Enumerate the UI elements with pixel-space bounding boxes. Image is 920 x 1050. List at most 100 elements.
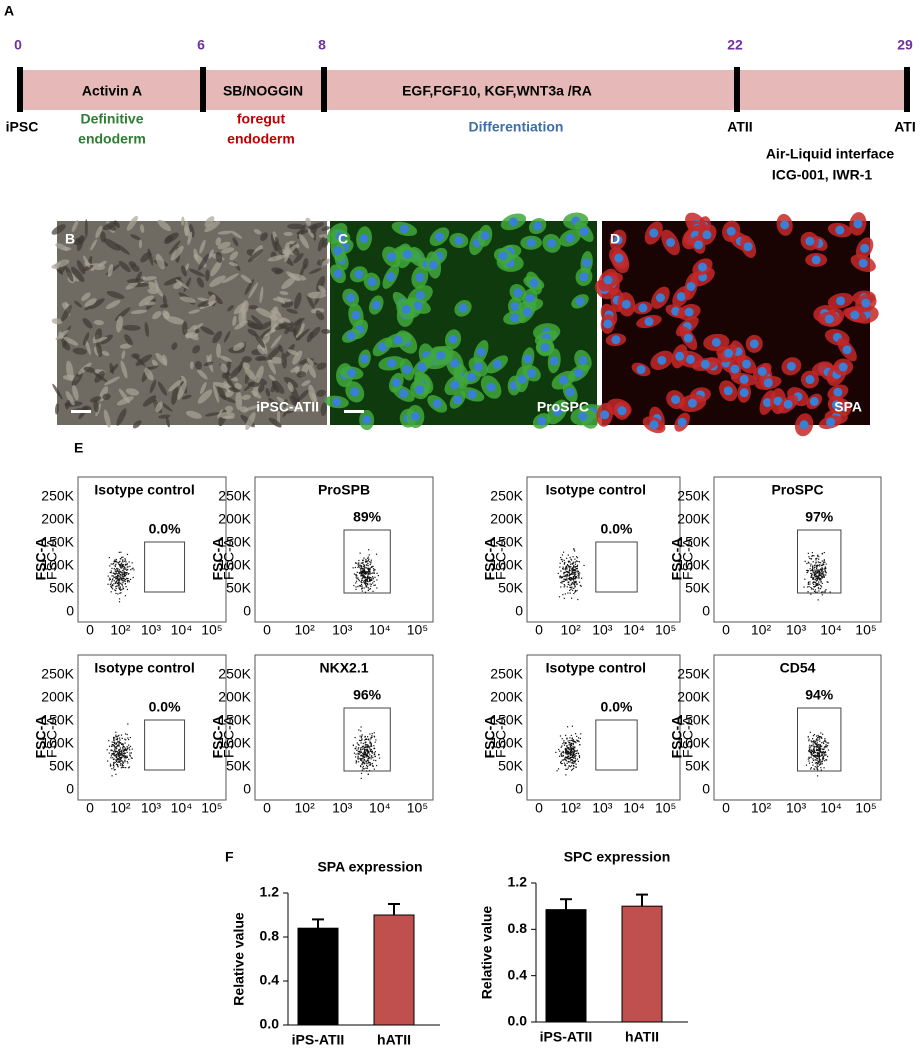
event [821, 576, 822, 577]
event [579, 561, 580, 562]
event [120, 572, 121, 573]
event [114, 580, 115, 581]
event [573, 548, 574, 549]
event [818, 590, 819, 591]
x-tick-label: 10⁴ [369, 622, 391, 638]
event [806, 570, 807, 571]
event [577, 561, 578, 562]
event [109, 579, 110, 580]
y-tick-label: 0.0 [260, 1016, 280, 1032]
event [107, 749, 108, 750]
event [364, 763, 365, 764]
event [367, 571, 368, 572]
nucleus [533, 222, 542, 231]
event [810, 565, 811, 566]
event [120, 589, 121, 590]
event [580, 585, 581, 586]
event [372, 576, 373, 577]
cell-label: ATII [727, 119, 752, 135]
event [119, 583, 120, 584]
nucleus [784, 400, 793, 409]
event [356, 750, 357, 751]
event [826, 746, 827, 747]
event [119, 761, 120, 762]
event [122, 767, 123, 768]
gate-percent: 97% [805, 509, 834, 525]
nucleus [362, 415, 371, 424]
event [357, 572, 358, 573]
event [581, 578, 582, 579]
event [122, 576, 123, 577]
x-tick-label: 10² [751, 622, 772, 638]
nucleus [740, 375, 749, 384]
x-tick-label: 0 [86, 622, 94, 638]
event [366, 572, 367, 573]
plot-frame [527, 477, 680, 622]
event [118, 571, 119, 572]
x-tick-label: 0 [535, 622, 543, 638]
event [363, 743, 364, 744]
event [355, 562, 356, 563]
nucleus [333, 269, 342, 278]
event [117, 575, 118, 576]
event [111, 563, 112, 564]
event [364, 750, 365, 751]
nucleus [541, 343, 550, 352]
event [372, 591, 373, 592]
y-tick-label: 250K [490, 666, 523, 682]
event [813, 743, 814, 744]
event [566, 558, 567, 559]
event [115, 571, 116, 572]
event [114, 758, 115, 759]
event [820, 732, 821, 733]
timeline-tick [904, 67, 910, 112]
event [574, 559, 575, 560]
event [569, 573, 570, 574]
plot-title: ProSPC [771, 482, 823, 498]
event [370, 564, 371, 565]
event [364, 567, 365, 568]
event [117, 751, 118, 752]
event [364, 739, 365, 740]
y-axis-label-small: FSC-A [221, 715, 237, 758]
event [358, 560, 359, 561]
nucleus [833, 388, 842, 397]
plot-title: Isotype control [546, 482, 646, 498]
event [813, 589, 814, 590]
event [819, 752, 820, 753]
event [109, 578, 110, 579]
event [808, 584, 809, 585]
event [367, 744, 368, 745]
event [574, 761, 575, 762]
event [365, 752, 366, 753]
nucleus [730, 365, 739, 374]
event [121, 563, 122, 564]
event [562, 554, 563, 555]
event [573, 579, 574, 580]
event [124, 567, 125, 568]
event [825, 754, 826, 755]
event [125, 767, 126, 768]
timeline-tick [17, 67, 23, 112]
event [113, 575, 114, 576]
event [127, 737, 128, 738]
event [568, 751, 569, 752]
event [559, 596, 560, 597]
event [123, 767, 124, 768]
event [122, 586, 123, 587]
event [362, 764, 363, 765]
event [804, 579, 805, 580]
event [575, 733, 576, 734]
event [361, 737, 362, 738]
event [815, 576, 816, 577]
event [363, 564, 364, 565]
event [371, 579, 372, 580]
y-tick-label: 0.8 [260, 928, 280, 944]
panel-letter: A [4, 3, 14, 19]
event [119, 749, 120, 750]
event [820, 745, 821, 746]
event [370, 586, 371, 587]
event [571, 745, 572, 746]
event [813, 745, 814, 746]
y-axis-label-small: FSC-A [44, 537, 60, 580]
